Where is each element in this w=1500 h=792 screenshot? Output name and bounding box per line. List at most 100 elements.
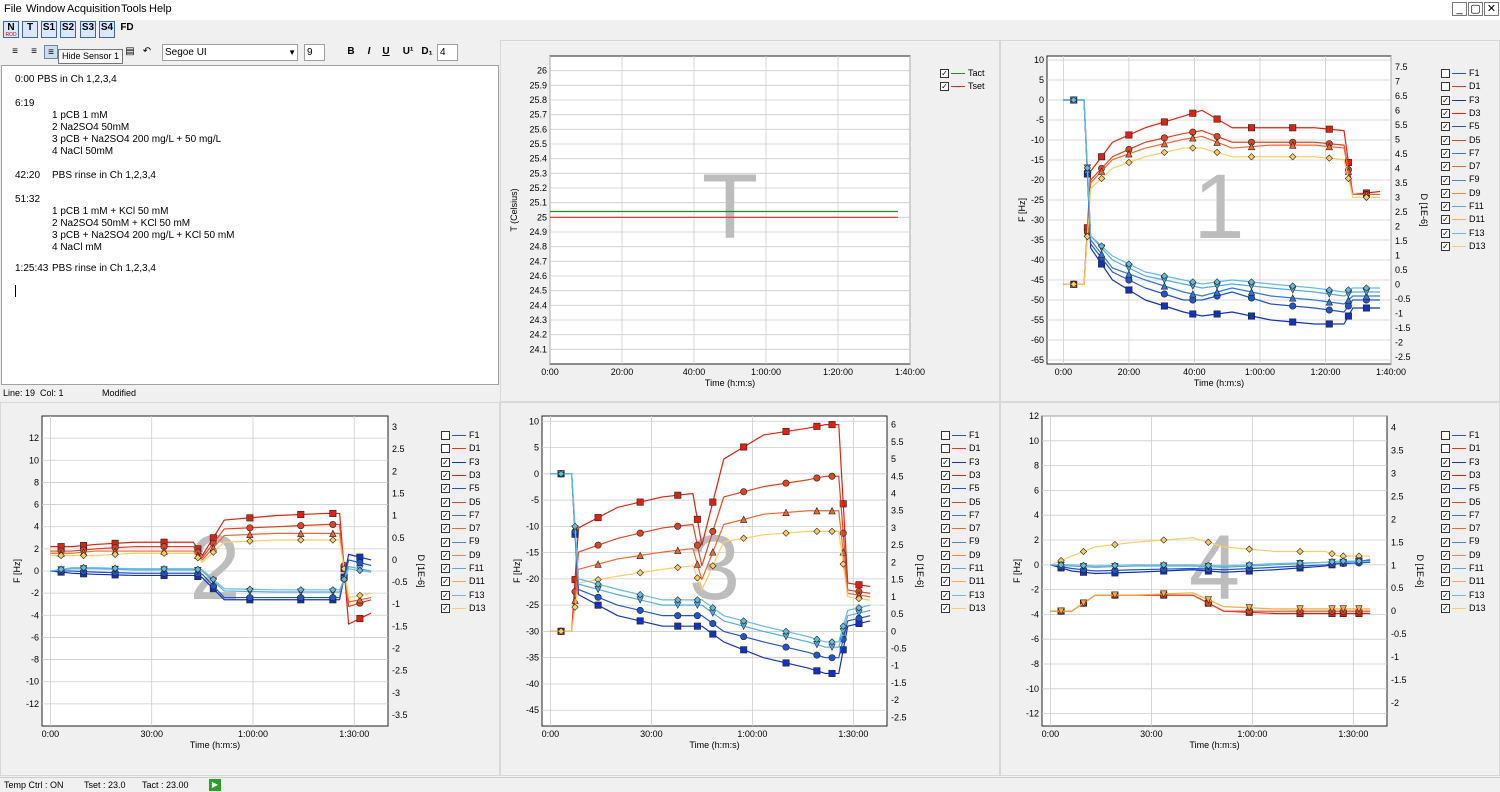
legend-item-f5[interactable]: ✓ F5 [1441, 121, 1480, 132]
legend-item-tact[interactable]: ✓ Tact [940, 68, 985, 79]
legend-item-d13[interactable]: ✓ D13 [441, 603, 486, 614]
undo-icon[interactable]: ↶ [142, 46, 152, 57]
menu-file[interactable]: File [4, 3, 22, 15]
legend-item-d11[interactable]: ✓ D11 [1441, 214, 1485, 225]
legend-checkbox[interactable]: ✓ [941, 497, 950, 507]
legend-item-f5[interactable]: ✓ F5 [941, 483, 980, 494]
legend-item-f11[interactable]: ✓ F11 [1441, 563, 1484, 574]
legend-item-d1[interactable]: D1 [441, 443, 481, 454]
legend-item-f5[interactable]: ✓ F5 [1441, 483, 1480, 494]
legend-item-f11[interactable]: ✓ F11 [441, 563, 484, 574]
legend-item-f7[interactable]: ✓ F7 [1441, 510, 1480, 520]
legend-item-f7[interactable]: ✓ F7 [941, 510, 980, 520]
legend-item-f3[interactable]: ✓ F3 [441, 457, 480, 467]
legend-checkbox[interactable]: ✓ [1441, 604, 1450, 614]
legend-checkbox[interactable] [1441, 431, 1450, 441]
legend-item-f13[interactable]: ✓ F13 [941, 590, 985, 600]
legend-checkbox[interactable]: ✓ [441, 497, 450, 507]
legend-item-d7[interactable]: ✓ D7 [1441, 161, 1481, 172]
sensor-button-s2[interactable]: S2 [60, 21, 76, 38]
bold-button[interactable]: B [347, 46, 355, 57]
menu-tools[interactable]: Tools [121, 3, 147, 15]
legend-checkbox[interactable]: ✓ [1441, 202, 1450, 212]
legend-item-f9[interactable]: ✓ F9 [941, 536, 980, 547]
sensor-button-s3[interactable]: S3 [80, 21, 96, 38]
sub-size-input[interactable]: 4 [437, 44, 458, 61]
legend-checkbox[interactable]: ✓ [1441, 175, 1450, 185]
legend-checkbox[interactable]: ✓ [1441, 484, 1450, 494]
restore-button[interactable]: ▢ [1468, 2, 1483, 16]
legend-item-f3[interactable]: ✓ F3 [941, 457, 980, 467]
legend-item-f9[interactable]: ✓ F9 [1441, 174, 1480, 185]
legend-checkbox[interactable]: ✓ [1441, 95, 1450, 105]
legend-checkbox[interactable] [441, 444, 450, 454]
legend-item-f7[interactable]: ✓ F7 [441, 510, 480, 520]
menu-window[interactable]: Window [26, 3, 66, 15]
legend-checkbox[interactable]: ✓ [1441, 537, 1450, 547]
legend-item-f13[interactable]: ✓ F13 [1441, 590, 1485, 600]
legend-checkbox[interactable] [941, 431, 950, 441]
legend-checkbox[interactable]: ✓ [441, 484, 450, 494]
legend-item-d9[interactable]: ✓ D9 [1441, 188, 1481, 198]
close-button[interactable]: ✕ [1484, 2, 1499, 16]
legend-checkbox[interactable]: ✓ [1441, 188, 1450, 198]
legend-checkbox[interactable]: ✓ [441, 590, 450, 600]
legend-checkbox[interactable]: ✓ [1441, 550, 1450, 560]
legend-item-f7[interactable]: ✓ F7 [1441, 148, 1480, 158]
legend-checkbox[interactable]: ✓ [1441, 122, 1450, 132]
menu-acquisition[interactable]: Acquisition [67, 3, 121, 15]
legend-item-d1[interactable]: D1 [941, 443, 981, 454]
legend-checkbox[interactable]: ✓ [940, 82, 949, 92]
legend-item-f13[interactable]: ✓ F13 [1441, 228, 1485, 238]
legend-item-f1[interactable]: F1 [941, 430, 980, 441]
legend-checkbox[interactable]: ✓ [940, 69, 949, 79]
legend-checkbox[interactable]: ✓ [1441, 148, 1450, 158]
sensor-button-s4[interactable]: S4 [99, 21, 115, 38]
legend-checkbox[interactable]: ✓ [1441, 590, 1450, 600]
sensor-button-fd[interactable]: FD [119, 21, 135, 38]
legend-item-d7[interactable]: ✓ D7 [1441, 523, 1481, 534]
legend-item-d3[interactable]: ✓ D3 [1441, 470, 1481, 481]
align-right-icon[interactable]: ≡ [31, 46, 37, 57]
legend-item-d5[interactable]: ✓ D5 [941, 497, 981, 507]
legend-item-d3[interactable]: ✓ D3 [941, 470, 981, 481]
legend-checkbox[interactable]: ✓ [1441, 510, 1450, 520]
legend-checkbox[interactable]: ✓ [941, 577, 950, 587]
legend-checkbox[interactable]: ✓ [1441, 242, 1450, 252]
legend-checkbox[interactable]: ✓ [441, 510, 450, 520]
legend-checkbox[interactable] [1441, 82, 1450, 92]
legend-checkbox[interactable]: ✓ [941, 590, 950, 600]
legend-checkbox[interactable]: ✓ [941, 471, 950, 481]
legend-checkbox[interactable]: ✓ [941, 564, 950, 574]
legend-checkbox[interactable] [441, 431, 450, 441]
legend-item-f13[interactable]: ✓ F13 [441, 590, 485, 600]
legend-checkbox[interactable]: ✓ [1441, 564, 1450, 574]
legend-item-tset[interactable]: ✓ Tset [940, 81, 985, 92]
legend-checkbox[interactable]: ✓ [441, 564, 450, 574]
legend-item-d1[interactable]: D1 [1441, 443, 1481, 454]
legend-checkbox[interactable]: ✓ [441, 471, 450, 481]
legend-item-f9[interactable]: ✓ F9 [441, 536, 480, 547]
legend-checkbox[interactable]: ✓ [1441, 457, 1450, 467]
legend-item-f11[interactable]: ✓ F11 [1441, 201, 1484, 212]
legend-checkbox[interactable]: ✓ [1441, 215, 1450, 225]
legend-item-f1[interactable]: F1 [441, 430, 480, 441]
legend-checkbox[interactable]: ✓ [1441, 577, 1450, 587]
legend-checkbox[interactable]: ✓ [1441, 497, 1450, 507]
legend-item-d9[interactable]: ✓ D9 [1441, 550, 1481, 560]
minimize-button[interactable]: _ [1452, 2, 1467, 16]
legend-item-d3[interactable]: ✓ D3 [1441, 108, 1481, 119]
legend-item-f5[interactable]: ✓ F5 [441, 483, 480, 494]
legend-item-f3[interactable]: ✓ F3 [1441, 457, 1480, 467]
print-icon[interactable]: ▤ [125, 46, 135, 57]
subscript-button[interactable]: D₁ [421, 46, 433, 57]
font-size-input[interactable]: 9 [304, 44, 325, 61]
legend-checkbox[interactable]: ✓ [941, 537, 950, 547]
font-combo[interactable]: Segoe UI ▼ [162, 44, 298, 61]
legend-checkbox[interactable]: ✓ [441, 457, 450, 467]
legend-item-d5[interactable]: ✓ D5 [1441, 497, 1481, 507]
notes-editor[interactable]: 0:00 PBS in Ch 1,2,3,4 6:19 1 pCB 1 mM 2 Na… [1, 65, 499, 385]
italic-button[interactable]: I [367, 46, 371, 57]
legend-checkbox[interactable]: ✓ [1441, 524, 1450, 534]
legend-checkbox[interactable] [1441, 444, 1450, 454]
